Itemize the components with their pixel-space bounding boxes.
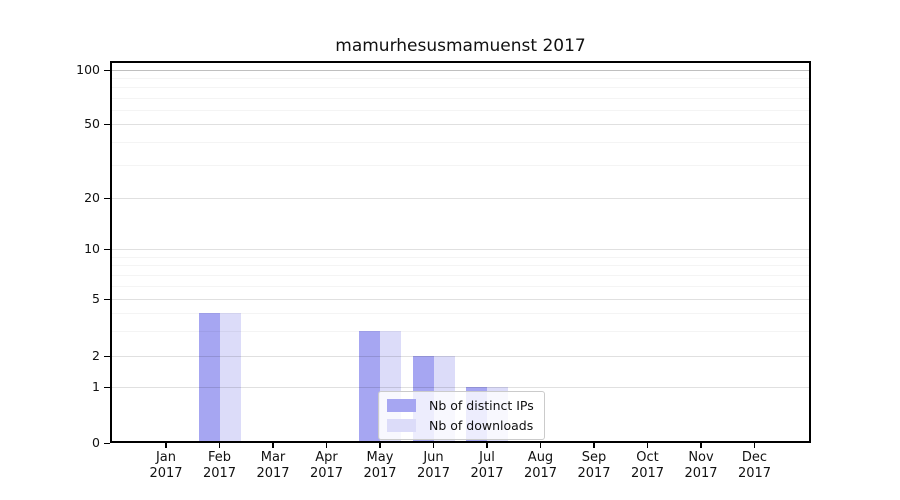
axis-spine-bottom (110, 441, 811, 443)
minor-gridline (110, 165, 811, 167)
y-tick-label: 100 (76, 62, 100, 77)
x-tick-mark (165, 443, 167, 448)
x-tick-mark (272, 443, 274, 448)
legend-item-downloads: Nb of downloads (387, 418, 534, 433)
x-tick-label: May 2017 (363, 450, 397, 481)
legend-label-distinct-ips: Nb of distinct IPs (429, 398, 534, 413)
y-tick-mark (104, 197, 110, 199)
x-tick-mark (646, 443, 649, 448)
x-tick-mark (379, 443, 381, 448)
y-tick-mark (104, 123, 110, 125)
y-tick-mark (104, 442, 110, 444)
major-gridline (110, 70, 811, 71)
x-tick-label: Jan 2017 (149, 450, 183, 481)
major-gridline (110, 249, 811, 250)
axis-spine-right (809, 61, 811, 443)
x-tick-mark (700, 443, 702, 448)
x-tick-label: Sep 2017 (577, 450, 611, 481)
minor-gridline (110, 285, 811, 287)
y-tick-label: 20 (84, 190, 100, 205)
x-tick-mark (539, 443, 542, 448)
legend-swatch-downloads (387, 419, 416, 432)
y-tick-mark (104, 69, 110, 71)
legend-label-downloads: Nb of downloads (429, 418, 534, 433)
bar-distinct-ips-feb (198, 312, 220, 443)
minor-gridline (110, 265, 811, 267)
x-tick-label: Aug 2017 (523, 450, 558, 481)
axis-spine-top (110, 61, 811, 63)
minor-gridline (110, 109, 811, 111)
major-gridline (110, 356, 811, 357)
minor-gridline (110, 256, 811, 258)
y-tick-label: 0 (92, 435, 100, 450)
axis-spine-left (110, 61, 112, 443)
legend-item-distinct-ips: Nb of distinct IPs (387, 398, 534, 413)
minor-gridline (110, 274, 811, 276)
major-gridline (110, 124, 811, 125)
y-tick-mark (104, 355, 110, 357)
x-tick-label: Jul 2017 (470, 450, 504, 481)
x-tick-mark (486, 443, 488, 448)
x-tick-mark (753, 443, 756, 448)
chart-title: mamurhesusmamuenst 2017 (335, 36, 586, 56)
y-tick-label: 1 (92, 379, 100, 394)
x-tick-label: Mar 2017 (256, 450, 290, 481)
y-tick-label: 10 (84, 241, 100, 256)
y-tick-mark (104, 248, 110, 250)
x-tick-label: Oct 2017 (630, 450, 665, 481)
y-tick-label: 5 (92, 291, 100, 306)
minor-gridline (110, 78, 811, 80)
minor-gridline (110, 330, 811, 332)
x-tick-label: Jun 2017 (416, 450, 451, 481)
x-tick-label: Apr 2017 (309, 450, 344, 481)
plot-area: Nb of distinct IPs Nb of downloads (110, 61, 811, 443)
y-tick-mark (104, 298, 110, 300)
minor-gridline (110, 312, 811, 314)
legend: Nb of distinct IPs Nb of downloads (378, 391, 545, 440)
x-tick-mark (325, 443, 328, 448)
legend-swatch-distinct-ips (387, 399, 416, 412)
x-tick-label: Dec 2017 (737, 450, 772, 481)
major-gridline (110, 387, 811, 388)
x-tick-label: Nov 2017 (684, 450, 718, 481)
bar-distinct-ips-may (359, 330, 380, 443)
x-tick-label: Feb 2017 (202, 450, 237, 481)
minor-gridline (110, 97, 811, 99)
y-tick-mark (104, 386, 110, 388)
minor-gridline (110, 142, 811, 144)
y-tick-label: 2 (92, 348, 100, 363)
x-tick-mark (218, 443, 221, 448)
x-tick-mark (432, 443, 435, 448)
minor-gridline (110, 87, 811, 89)
x-tick-mark (593, 443, 595, 448)
bar-downloads-feb (219, 312, 241, 443)
major-gridline (110, 299, 811, 300)
major-gridline (110, 198, 811, 199)
y-tick-label: 50 (84, 116, 100, 131)
